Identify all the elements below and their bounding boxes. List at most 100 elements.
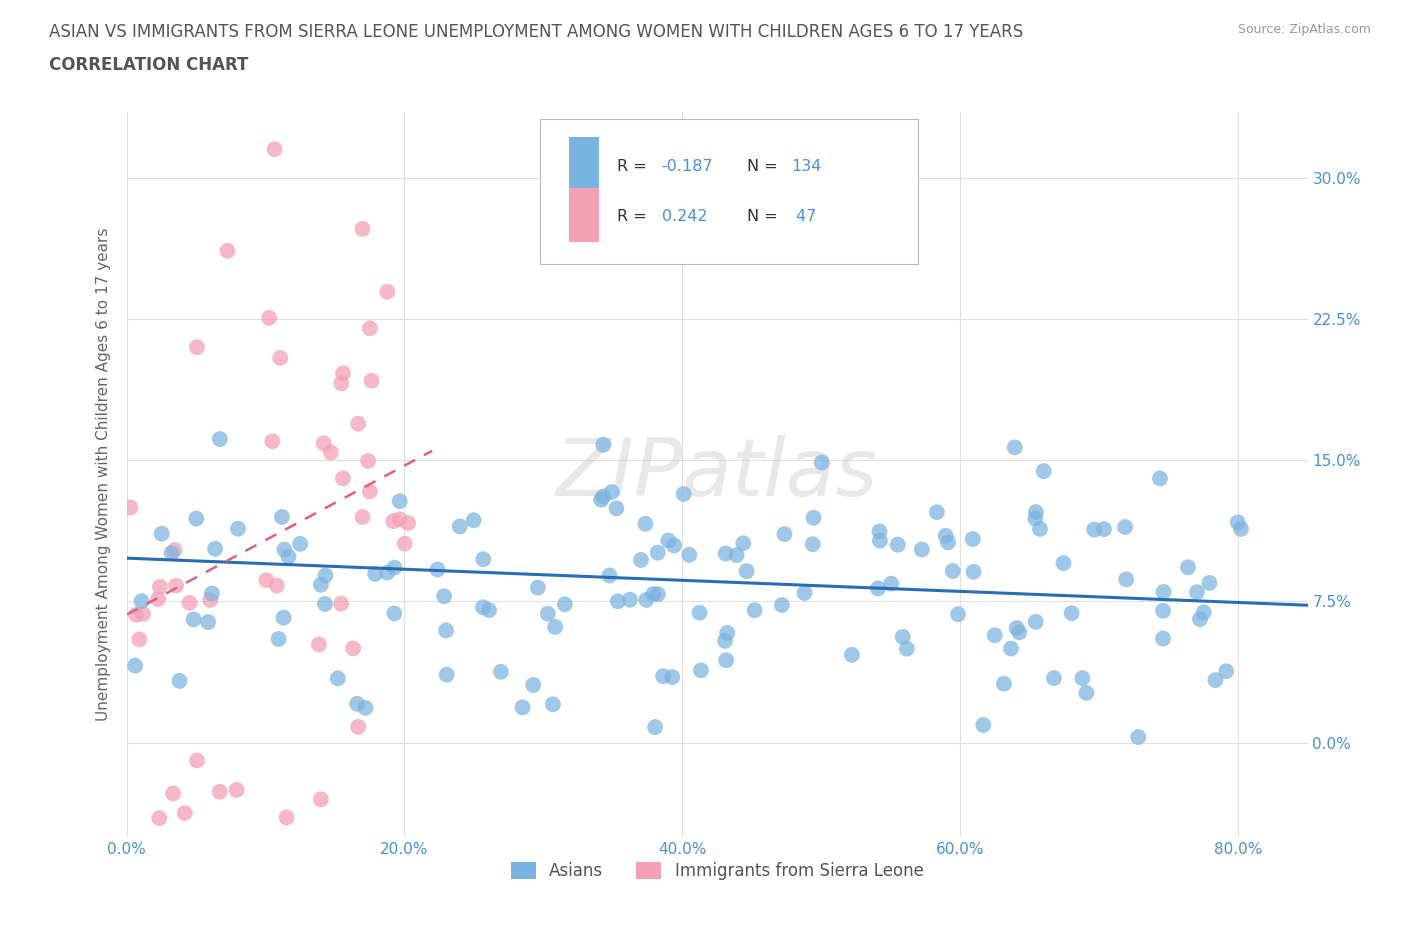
Point: [1000, 641, 1022, 656]
Point: [165, 578, 187, 593]
FancyBboxPatch shape: [569, 137, 599, 192]
Point: [1128, 730, 1150, 745]
Point: [396, 515, 419, 530]
Point: [149, 579, 172, 594]
Point: [770, 598, 793, 613]
Point: [208, 784, 231, 799]
Point: [309, 791, 332, 806]
Point: [716, 653, 738, 668]
Point: [330, 596, 353, 611]
Point: [1152, 604, 1174, 618]
Point: [735, 564, 758, 578]
Point: [183, 612, 205, 627]
Text: Source: ZipAtlas.com: Source: ZipAtlas.com: [1237, 23, 1371, 36]
Point: [266, 578, 288, 593]
Point: [657, 533, 679, 548]
Point: [346, 697, 368, 711]
Point: [925, 505, 948, 520]
Point: [160, 546, 183, 561]
Point: [512, 700, 534, 715]
Point: [537, 606, 560, 621]
Point: [357, 454, 380, 469]
Point: [449, 519, 471, 534]
Point: [359, 321, 381, 336]
Point: [606, 594, 628, 609]
Point: [592, 437, 614, 452]
Point: [217, 244, 239, 259]
Point: [204, 541, 226, 556]
Point: [382, 513, 405, 528]
Point: [263, 142, 285, 157]
Point: [942, 564, 965, 578]
Point: [326, 671, 349, 685]
Point: [541, 697, 564, 711]
Point: [725, 548, 748, 563]
Text: 134: 134: [792, 158, 823, 174]
Point: [1004, 440, 1026, 455]
Point: [946, 606, 969, 621]
Point: [1188, 612, 1211, 627]
Point: [273, 542, 295, 557]
Point: [644, 720, 666, 735]
Point: [1025, 615, 1047, 630]
Point: [201, 586, 224, 601]
Point: [972, 718, 994, 733]
Point: [352, 510, 374, 525]
Point: [733, 536, 755, 551]
Point: [434, 623, 457, 638]
Point: [436, 667, 458, 682]
Point: [163, 542, 186, 557]
Text: 0.242: 0.242: [662, 209, 707, 224]
Text: ASIAN VS IMMIGRANTS FROM SIERRA LEONE UNEMPLOYMENT AMONG WOMEN WITH CHILDREN AGE: ASIAN VS IMMIGRANTS FROM SIERRA LEONE UN…: [49, 23, 1024, 41]
Point: [714, 546, 737, 561]
Point: [150, 526, 173, 541]
Point: [276, 810, 298, 825]
Point: [1204, 672, 1226, 687]
Point: [661, 670, 683, 684]
Point: [935, 528, 957, 543]
Point: [179, 595, 201, 610]
Point: [773, 526, 796, 541]
Point: [1052, 555, 1074, 570]
Point: [463, 512, 485, 527]
Point: [803, 511, 825, 525]
Point: [896, 642, 918, 657]
Point: [472, 600, 495, 615]
Point: [132, 606, 155, 621]
Point: [262, 433, 284, 448]
Point: [880, 577, 903, 591]
Point: [1185, 585, 1208, 600]
Point: [186, 512, 208, 526]
Point: [125, 607, 148, 622]
Point: [342, 641, 364, 656]
Legend: Asians, Immigrants from Sierra Leone: Asians, Immigrants from Sierra Leone: [503, 856, 931, 886]
Point: [672, 486, 695, 501]
Point: [364, 566, 387, 581]
Point: [478, 603, 501, 618]
Point: [332, 365, 354, 380]
FancyBboxPatch shape: [540, 119, 918, 264]
Point: [527, 580, 550, 595]
Point: [662, 538, 685, 552]
Point: [352, 221, 374, 236]
Point: [1029, 522, 1052, 537]
Point: [1092, 522, 1115, 537]
Point: [267, 631, 290, 646]
Point: [619, 592, 641, 607]
Point: [1076, 685, 1098, 700]
Point: [962, 565, 984, 579]
Point: [173, 805, 195, 820]
Point: [600, 485, 623, 499]
Point: [841, 647, 863, 662]
Point: [433, 589, 456, 604]
Point: [630, 552, 652, 567]
Point: [388, 512, 411, 526]
Point: [1192, 604, 1215, 619]
Point: [1005, 620, 1028, 635]
Text: -0.187: -0.187: [662, 158, 713, 174]
Point: [330, 376, 353, 391]
Point: [1177, 560, 1199, 575]
Point: [689, 605, 711, 620]
Point: [314, 596, 336, 611]
Point: [359, 485, 381, 499]
